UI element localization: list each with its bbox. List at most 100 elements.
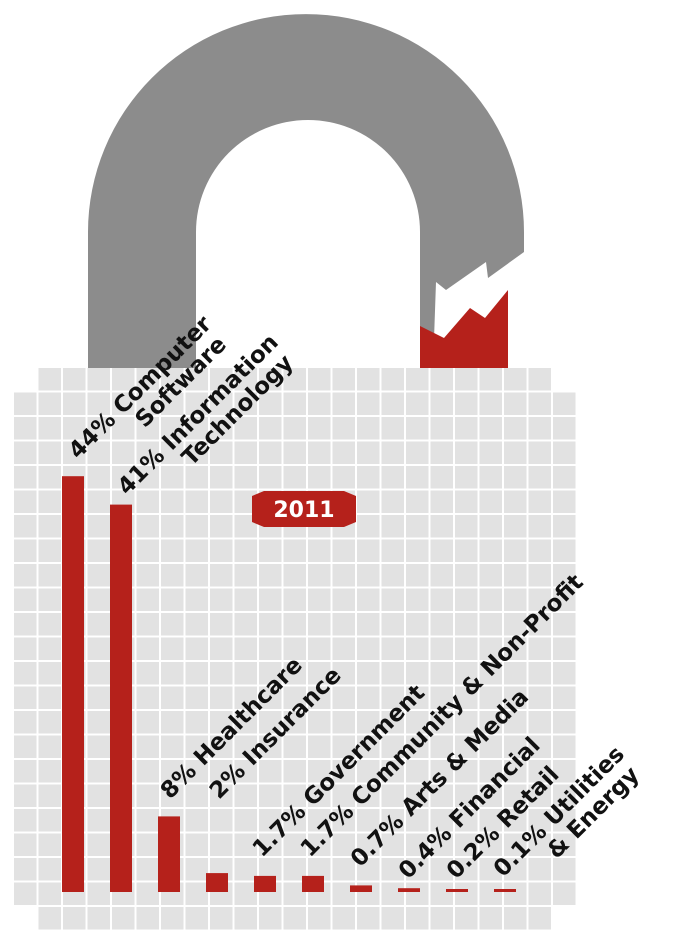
- grid-tile: [479, 784, 502, 807]
- grid-tile: [381, 368, 404, 391]
- grid-tile: [161, 368, 184, 391]
- grid-tile: [381, 490, 404, 513]
- grid-tile: [136, 515, 159, 538]
- grid-tile: [38, 833, 61, 856]
- grid-tile: [38, 686, 61, 709]
- grid-tile: [381, 662, 404, 685]
- grid-tile: [430, 809, 453, 832]
- grid-tile: [161, 637, 184, 660]
- grid-tile: [381, 833, 404, 856]
- grid-tile: [283, 417, 306, 440]
- grid-tile: [210, 809, 233, 832]
- year-label: 2011: [273, 498, 334, 523]
- grid-tile: [455, 441, 478, 464]
- grid-tile: [87, 760, 110, 783]
- grid-tile: [406, 784, 429, 807]
- grid-tile: [38, 539, 61, 562]
- grid-tile: [234, 760, 257, 783]
- grid-tile: [38, 662, 61, 685]
- grid-tile: [234, 466, 257, 489]
- grid-tile: [185, 662, 208, 685]
- grid-tile: [332, 907, 355, 930]
- grid-tile: [455, 662, 478, 685]
- grid-tile: [185, 907, 208, 930]
- grid-tile: [38, 588, 61, 611]
- grid-tile: [308, 735, 331, 758]
- bar: [62, 476, 84, 892]
- grid-tile: [553, 490, 576, 513]
- grid-tile: [381, 392, 404, 415]
- grid-tile: [528, 441, 551, 464]
- grid-tile: [283, 392, 306, 415]
- grid-tile: [455, 735, 478, 758]
- grid-tile: [14, 613, 37, 636]
- grid-tile: [430, 441, 453, 464]
- grid-tile: [234, 833, 257, 856]
- grid-tile: [553, 882, 576, 905]
- grid-tile: [283, 441, 306, 464]
- grid-tile: [553, 613, 576, 636]
- grid-tile: [38, 784, 61, 807]
- grid-tile: [210, 368, 233, 391]
- grid-tile: [357, 466, 380, 489]
- grid-tile: [259, 466, 282, 489]
- grid-tile: [528, 466, 551, 489]
- grid-tile: [504, 466, 527, 489]
- grid-tile: [479, 907, 502, 930]
- grid-tile: [332, 613, 355, 636]
- grid-tile: [406, 662, 429, 685]
- grid-tile: [332, 735, 355, 758]
- grid-tile: [112, 441, 135, 464]
- grid-tile: [406, 515, 429, 538]
- grid-tile: [136, 760, 159, 783]
- grid-tile: [430, 784, 453, 807]
- grid-tile: [161, 539, 184, 562]
- grid-tile: [136, 539, 159, 562]
- grid-tile: [161, 564, 184, 587]
- grid-tile: [357, 662, 380, 685]
- grid-tile: [234, 735, 257, 758]
- grid-tile: [504, 833, 527, 856]
- grid-tile: [332, 417, 355, 440]
- bar: [494, 889, 516, 892]
- grid-tile: [87, 539, 110, 562]
- grid-tile: [357, 735, 380, 758]
- grid-tile: [308, 907, 331, 930]
- grid-tile: [479, 882, 502, 905]
- grid-tile: [381, 637, 404, 660]
- grid-tile: [283, 588, 306, 611]
- grid-tile: [185, 490, 208, 513]
- grid-tile: [430, 490, 453, 513]
- grid-tile: [112, 368, 135, 391]
- grid-tile: [87, 564, 110, 587]
- grid-tile: [406, 466, 429, 489]
- grid-tile: [210, 613, 233, 636]
- grid-tile: [528, 515, 551, 538]
- grid-tile: [308, 539, 331, 562]
- grid-tile: [479, 539, 502, 562]
- grid-tile: [38, 711, 61, 734]
- grid-tile: [283, 662, 306, 685]
- grid-tile: [14, 539, 37, 562]
- grid-tile: [455, 784, 478, 807]
- grid-tile: [528, 564, 551, 587]
- grid-tile: [185, 539, 208, 562]
- grid-tile: [14, 515, 37, 538]
- grid-tile: [112, 417, 135, 440]
- grid-tile: [112, 907, 135, 930]
- grid-tile: [185, 564, 208, 587]
- grid-tile: [234, 613, 257, 636]
- grid-tile: [283, 637, 306, 660]
- grid-tile: [161, 784, 184, 807]
- grid-tile: [357, 539, 380, 562]
- grid-tile: [234, 564, 257, 587]
- grid-tile: [63, 441, 86, 464]
- grid-tile: [38, 441, 61, 464]
- grid-tile: [479, 686, 502, 709]
- grid-tile: [406, 637, 429, 660]
- grid-tile: [14, 833, 37, 856]
- grid-tile: [210, 686, 233, 709]
- grid-tile: [455, 637, 478, 660]
- grid-tile: [87, 686, 110, 709]
